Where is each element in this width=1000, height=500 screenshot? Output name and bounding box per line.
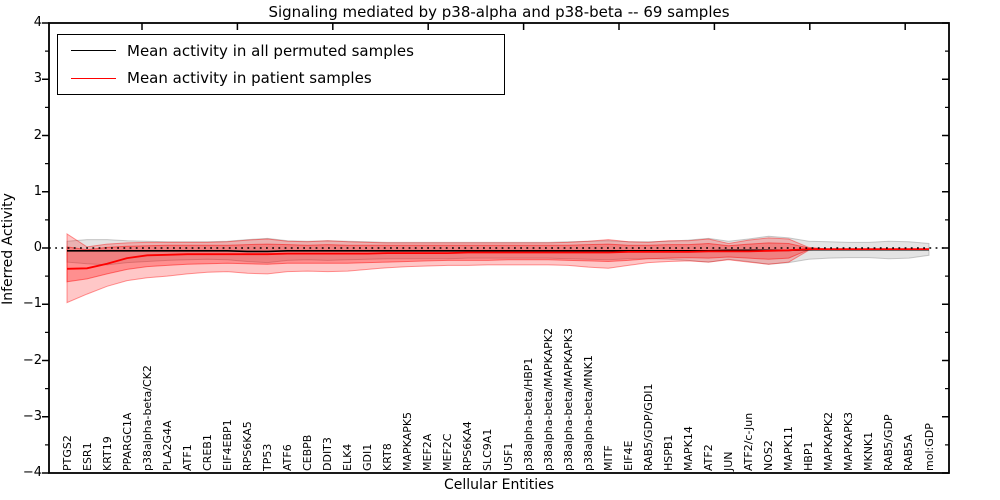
x-tick-label: p38alpha-beta/MAPKAPK2 [541, 328, 555, 471]
x-tick-label: TP53 [260, 443, 274, 471]
x-tick-label: EIF4E [621, 440, 635, 471]
patient-mean-line [66, 248, 929, 270]
x-tick-label: ATF2/c-Jun [742, 412, 756, 471]
x-tick-label: RPS6KA4 [461, 421, 475, 471]
x-tick-label: RAB5A [902, 434, 916, 471]
x-tick-label: MEF2A [421, 433, 435, 471]
x-tick-label: KRT8 [381, 443, 395, 471]
x-tick-label: EIF4EBP1 [220, 419, 234, 471]
y-tick-label: 2 [33, 127, 42, 143]
y-tick-label: −1 [22, 296, 42, 312]
legend: Mean activity in all permuted samples Me… [57, 34, 505, 95]
y-tick-label: 4 [33, 15, 42, 30]
x-tick-label: ATF1 [180, 444, 194, 471]
x-tick-label: HSPB1 [661, 434, 675, 471]
x-tick-label: p38alpha-beta/CK2 [140, 365, 154, 471]
chart-title: Signaling mediated by p38-alpha and p38-… [268, 3, 730, 21]
x-tick-label: DDIT3 [321, 437, 335, 471]
x-tick-label: MKNK1 [862, 431, 876, 471]
x-tick-label: CREB1 [200, 434, 214, 471]
legend-item: Mean activity in patient samples [58, 65, 504, 91]
x-tick-label: KRT19 [100, 436, 114, 471]
x-tick-label: ATF6 [281, 444, 294, 471]
y-tick-label: 1 [33, 183, 42, 199]
x-tick-label: ATF2 [701, 444, 715, 471]
x-tick-label: p38alpha-beta/MAPKAPK3 [561, 328, 575, 471]
x-tick-label: MITF [601, 445, 615, 471]
x-tick-label: p38alpha-beta/MNK1 [581, 355, 595, 471]
x-tick-label: ELK4 [341, 443, 355, 471]
x-tick-label: RAB5/GDP [882, 414, 896, 471]
x-tick-label: RPS6KA5 [240, 421, 254, 471]
legend-line-swatch-permuted [71, 50, 116, 52]
x-tick-label: USF1 [501, 442, 515, 471]
y-tick-label: 0 [33, 240, 42, 255]
x-tick-label: MAPKAPK3 [842, 411, 856, 471]
x-tick-label: MAPKAPK5 [401, 411, 415, 471]
x-tick-label: MEF2C [441, 433, 455, 471]
x-tick-label: JUN [722, 451, 736, 471]
x-tick-label: MAPK14 [681, 426, 695, 471]
legend-item: Mean activity in all permuted samples [58, 38, 504, 64]
x-tick-label: GDI1 [361, 443, 375, 471]
legend-item-label: Mean activity in all permuted samples [127, 41, 414, 60]
x-tick-label: PPARGC1A [120, 412, 134, 471]
x-axis-label: Cellular Entities [443, 477, 555, 493]
x-tick-label: PTGS2 [60, 435, 74, 471]
x-tick-label: NOS2 [762, 440, 776, 471]
x-tick-label: p38alpha-beta/HBP1 [521, 357, 535, 471]
x-tick-label: CEBPB [301, 434, 315, 471]
x-tick-label: MAPKAPK2 [822, 411, 836, 471]
y-tick-label: −3 [22, 408, 42, 424]
y-tick-label: −2 [22, 352, 42, 368]
x-tick-label: mol:GDP [922, 423, 936, 471]
x-tick-label: ESR1 [80, 442, 94, 471]
x-tick-label: PLA2G4A [160, 420, 174, 471]
y-tick-label: −4 [22, 465, 42, 480]
x-tick-label: SLC9A1 [481, 428, 495, 471]
legend-item-label: Mean activity in patient samples [127, 69, 372, 88]
x-tick-label: MAPK11 [782, 426, 796, 471]
x-tick-label: RAB5/GDP/GDI1 [641, 383, 655, 471]
y-tick-label: 3 [33, 71, 42, 87]
band-patient-samples-outer-range [66, 232, 929, 304]
legend-line-swatch-patient [71, 77, 116, 79]
x-tick-label: HBP1 [802, 441, 816, 471]
